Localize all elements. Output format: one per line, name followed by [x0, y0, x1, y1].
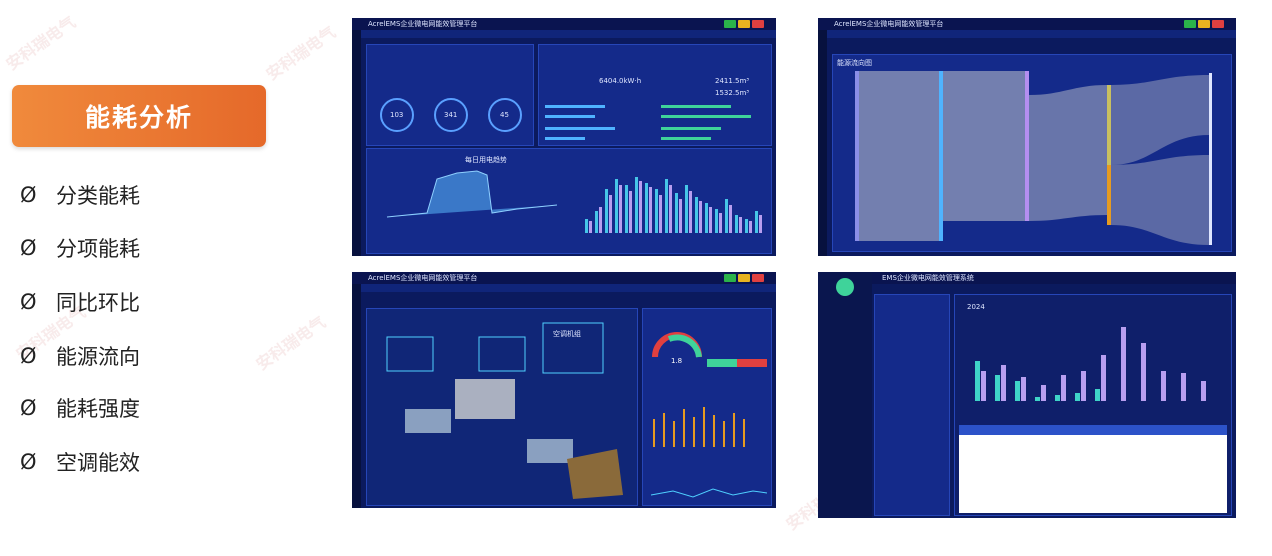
app-titlebar: AcrelEMS企业微电网能效管理平台	[352, 18, 776, 30]
app-titlebar: AcrelEMS企业微电网能效管理平台	[352, 272, 776, 284]
table-header	[959, 425, 1227, 435]
tab-bar	[352, 284, 776, 292]
screenshot-energy-flow: AcrelEMS企业微电网能效管理平台 能源流向图	[818, 18, 1236, 256]
efficiency-value: 1.8	[671, 357, 683, 365]
chart-title: 每日用电趋势	[465, 156, 507, 164]
feature-label: 同比环比	[56, 291, 140, 315]
sankey-panel: 能源流向图	[832, 54, 1232, 252]
app-title: EMS企业微电网能效管理系统	[882, 274, 974, 282]
screenshot-dashboard: AcrelEMS企业微电网能效管理平台 103 341 45 6404.0kW·…	[352, 18, 776, 256]
sidebar	[818, 30, 827, 256]
comparison-chart	[975, 327, 1206, 401]
app-titlebar: EMS企业微电网能效管理系统	[818, 272, 1236, 284]
status-badge	[752, 20, 764, 28]
gauges	[380, 98, 522, 132]
feature-item: Ø 分项能耗	[20, 228, 320, 268]
bullet-marker: Ø	[20, 450, 37, 474]
feature-item: Ø 分类能耗	[20, 175, 320, 215]
bullet-marker: Ø	[20, 290, 37, 314]
status-badge	[724, 274, 736, 282]
sankey-chart	[855, 71, 1212, 245]
feature-label: 能耗强度	[56, 397, 140, 421]
status-badge	[738, 274, 750, 282]
gauge-value: 341	[444, 111, 458, 119]
app-titlebar: AcrelEMS企业微电网能效管理平台	[818, 18, 1236, 30]
tab-bar	[818, 30, 1236, 38]
hvac-illustration	[386, 322, 623, 499]
status-badge	[752, 274, 764, 282]
watermark: 安科瑞电气	[262, 22, 340, 84]
app-title: AcrelEMS企业微电网能效管理平台	[834, 20, 944, 28]
chart-panel: 2024	[954, 294, 1232, 516]
app-title: AcrelEMS企业微电网能效管理平台	[368, 20, 478, 28]
status-badge	[1184, 20, 1196, 28]
bullet-marker: Ø	[20, 236, 37, 260]
screenshot-hvac: AcrelEMS企业微电网能效管理平台 空调机组 1.8	[352, 272, 776, 508]
feature-label: 空调能效	[56, 451, 140, 475]
feature-item: Ø 能源流向	[20, 336, 320, 376]
feature-item: Ø 能耗强度	[20, 388, 320, 428]
bullet-marker: Ø	[20, 344, 37, 368]
trend-charts	[386, 170, 762, 233]
gauge-value: 103	[390, 111, 404, 119]
data-table	[959, 425, 1227, 513]
feature-item: Ø 同比环比	[20, 282, 320, 322]
section-heading: 能耗分析	[12, 85, 266, 147]
feature-item: Ø 空调能效	[20, 442, 320, 482]
logo-icon	[836, 278, 854, 296]
section-title: 能源流向图	[837, 59, 872, 67]
feature-label: 分类能耗	[56, 184, 140, 208]
hvac-scene: 空调机组	[366, 308, 638, 506]
status-badge	[724, 20, 736, 28]
status-badge	[738, 20, 750, 28]
tree-panel	[874, 294, 950, 516]
app-title: AcrelEMS企业微电网能效管理平台	[368, 274, 478, 282]
bullet-marker: Ø	[20, 183, 37, 207]
feature-label: 能源流向	[56, 345, 140, 369]
overview-panel: 103 341 45	[366, 44, 534, 146]
sidebar	[352, 284, 361, 508]
water-value: 2411.5m³	[715, 77, 750, 85]
efficiency-charts	[650, 332, 768, 498]
electric-value: 6404.0kW·h	[599, 77, 642, 85]
sidebar	[818, 272, 872, 518]
tab-bar	[352, 30, 776, 38]
screenshot-comparison: EMS企业微电网能效管理系统 2024	[818, 272, 1236, 518]
energy-panel: 6404.0kW·h 2411.5m³ 1532.5m³	[538, 44, 772, 146]
year-field[interactable]: 2024	[967, 303, 985, 311]
status-badge	[1198, 20, 1210, 28]
trend-panel: 每日用电趋势	[366, 148, 772, 254]
efficiency-panel: 1.8	[642, 308, 772, 506]
feature-label: 分项能耗	[56, 237, 140, 261]
water-value-2: 1532.5m³	[715, 89, 750, 97]
gauge-value: 45	[500, 111, 509, 119]
status-badge	[1212, 20, 1224, 28]
watermark: 安科瑞电气	[2, 12, 80, 74]
hvac-label: 空调机组	[553, 330, 581, 338]
ratio-bars	[545, 105, 751, 140]
bullet-marker: Ø	[20, 396, 37, 420]
sidebar	[352, 30, 361, 256]
